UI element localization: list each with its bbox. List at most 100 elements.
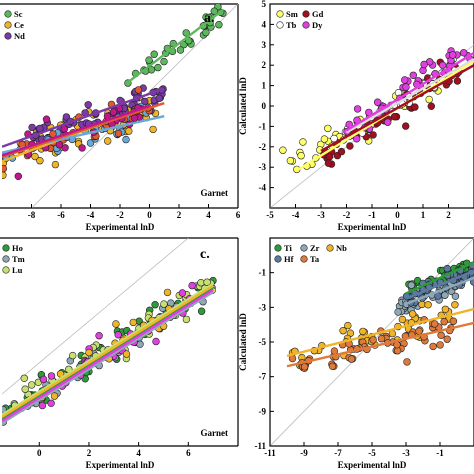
trend-line: [2, 284, 214, 418]
y-tick-label: 1: [262, 81, 267, 91]
legend-marker: [274, 244, 282, 252]
data-point: [78, 144, 86, 152]
data-point: [103, 137, 112, 145]
legend-label: Tb: [286, 20, 297, 30]
data-point: [346, 142, 354, 150]
data-point: [418, 300, 426, 309]
data-point: [202, 28, 210, 37]
data-point: [427, 102, 435, 110]
data-point: [440, 318, 448, 326]
data-point: [122, 350, 131, 358]
data-point: [324, 159, 333, 167]
data-point: [210, 7, 219, 15]
legend-marker: [2, 266, 10, 274]
data-point: [344, 321, 352, 330]
trend-line: [345, 51, 474, 132]
legend-marker: [4, 21, 12, 29]
x-tick-label: 4: [136, 448, 141, 458]
data-point: [155, 94, 164, 103]
x-tick-label: 6: [186, 448, 191, 458]
data-point: [436, 341, 444, 349]
legend-label: Tm: [12, 254, 25, 264]
data-point: [425, 95, 433, 104]
data-point: [47, 372, 56, 380]
x-tick-label: 0: [37, 448, 42, 458]
data-point: [377, 335, 386, 343]
data-point: [20, 374, 28, 382]
x-tick-label: -11: [264, 448, 276, 458]
y-tick-label: -4: [259, 183, 267, 193]
x-tick-label: 2: [87, 448, 92, 458]
data-point: [122, 135, 130, 144]
panel-1: -8 -6 -4 -2 0 2 4 6 Experimental lnD a. Garnet ScCe…: [0, 3, 241, 232]
x-tick-label: -9: [300, 448, 308, 458]
data-point: [2, 164, 8, 173]
data-point: [449, 51, 457, 59]
data-point: [328, 362, 337, 370]
legend-marker: [276, 21, 284, 29]
trend-line: [405, 276, 474, 305]
legend-marker: [2, 255, 10, 263]
legend-marker: [2, 244, 10, 252]
y-tick-label: -1: [259, 268, 267, 278]
y-tick-label: -11: [254, 441, 266, 451]
trend-line: [286, 321, 474, 368]
trend-line: [2, 282, 214, 416]
legend-label: Gd: [312, 9, 324, 19]
data-point: [409, 71, 417, 80]
data-point: [369, 131, 377, 139]
data-point: [339, 327, 347, 335]
panel-4: -11 -9 -7 -5 -3 -1 -11 -9 -7 -5 -3 -1 Experimental l…: [238, 237, 474, 470]
data-point: [28, 381, 36, 389]
data-point: [130, 114, 139, 122]
mineral-label: Garnet: [201, 188, 229, 198]
data-point: [160, 300, 168, 308]
data-point: [325, 153, 334, 161]
x-tick-label: -8: [28, 210, 36, 220]
data-point: [449, 317, 458, 325]
x-axis-label: Experimental lnD: [338, 222, 407, 232]
data-point: [114, 129, 123, 138]
data-point: [451, 301, 459, 309]
data-point: [55, 141, 64, 149]
trend-line: [345, 58, 474, 134]
data-point: [178, 289, 187, 297]
points-layer: [2, 4, 227, 181]
data-point: [36, 124, 44, 133]
data-point: [28, 123, 36, 132]
data-point: [441, 305, 450, 313]
trend-line: [2, 101, 165, 159]
data-point: [39, 375, 48, 384]
data-point: [50, 392, 59, 400]
data-point: [152, 337, 160, 346]
mineral-label: Garnet: [201, 428, 229, 438]
data-point: [330, 134, 338, 143]
panel-2: -5 -4 -3 -2 -1 0 1 2 -4 -3 -2 -1 0 1 2 3 4 5 Experimental …: [238, 0, 474, 232]
data-point: [151, 301, 159, 309]
data-point: [453, 77, 462, 85]
data-point: [84, 101, 92, 109]
data-point: [95, 332, 103, 340]
x-tick-label: -1: [368, 210, 376, 220]
data-point: [402, 83, 410, 91]
trend-line: [405, 269, 474, 300]
data-point: [182, 315, 191, 324]
x-tick-label: -1: [436, 448, 444, 458]
data-point: [149, 125, 157, 134]
y-tick-label: 0: [262, 101, 267, 111]
data-point: [330, 347, 339, 355]
x-tick-label: 1: [421, 210, 426, 220]
data-point: [31, 152, 39, 161]
data-point: [112, 320, 120, 328]
data-point: [163, 288, 172, 297]
legend-marker: [4, 32, 12, 40]
x-tick-label: 0: [147, 210, 152, 220]
y-axis-label: Calculated lnD: [238, 313, 248, 371]
data-point: [324, 124, 332, 133]
data-point: [47, 399, 55, 407]
data-point: [373, 98, 382, 106]
x-axis-label: Experimental lnD: [86, 460, 155, 470]
data-point: [411, 103, 419, 111]
